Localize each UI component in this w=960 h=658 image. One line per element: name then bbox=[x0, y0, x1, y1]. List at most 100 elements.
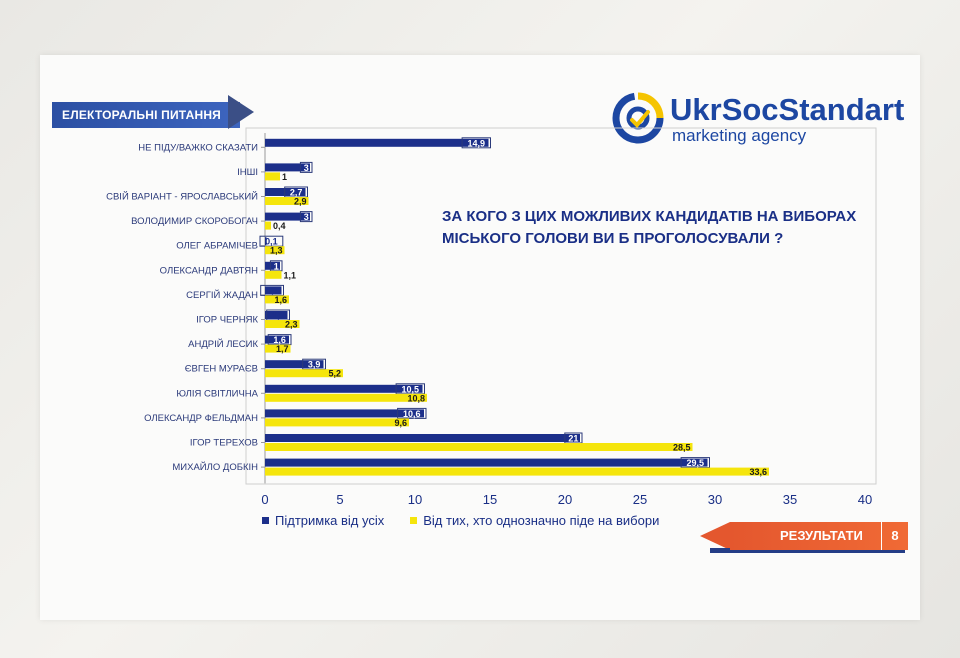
data-label-series-2: 9,6 bbox=[394, 418, 407, 428]
company-logo: UkrSocStandart marketing agency bbox=[610, 90, 910, 150]
chart-question: ЗА КОГО З ЦИХ МОЖЛИВИХ КАНДИДАТІВ НА ВИБ… bbox=[442, 206, 882, 250]
bar-series-2 bbox=[265, 344, 291, 353]
page-number: 8 bbox=[881, 522, 908, 550]
bar-series-1 bbox=[265, 409, 424, 418]
data-label-series-2: 28,5 bbox=[673, 443, 691, 453]
data-label-series-2: 2,3 bbox=[285, 320, 298, 330]
data-label-series-2: 0,4 bbox=[273, 221, 286, 231]
x-tick-label: 5 bbox=[336, 492, 343, 507]
chart-legend: Підтримка від усіх Від тих, хто однознач… bbox=[262, 513, 659, 528]
data-label-box-series-1 bbox=[397, 407, 427, 419]
question-line-2: МІСЬКОГО ГОЛОВИ ВИ Б ПРОГОЛОСУВАЛИ ? bbox=[442, 230, 784, 247]
category-label: АНДРІЙ ЛЕСИК bbox=[188, 338, 258, 350]
bar-series-2 bbox=[265, 393, 427, 402]
bar-series-2 bbox=[265, 221, 271, 230]
data-label-series-1: 1 bbox=[274, 261, 279, 271]
logo-mark-icon bbox=[612, 92, 664, 144]
legend-label-series-2: Від тих, хто однозначно піде на вибори bbox=[423, 513, 660, 528]
bar-series-2 bbox=[265, 443, 693, 451]
logo-subtitle: marketing agency bbox=[672, 126, 807, 145]
legend-item-series-1: Підтримка від усіх bbox=[262, 513, 384, 528]
category-label: ОЛЕКСАНДР ДАВТЯН bbox=[160, 265, 258, 276]
bar-series-1 bbox=[265, 384, 423, 393]
data-label-series-1: 10,6 bbox=[403, 409, 421, 419]
bar-series-2 bbox=[265, 369, 343, 378]
plot-frame bbox=[245, 127, 877, 485]
bar-series-1 bbox=[265, 237, 267, 246]
bar-series-1 bbox=[265, 138, 489, 147]
x-tick-label: 25 bbox=[633, 492, 647, 507]
data-label-series-2: 33,6 bbox=[749, 467, 767, 477]
data-label-series-1: 3,9 bbox=[308, 360, 321, 370]
section-tag-arrow bbox=[228, 95, 254, 129]
data-label-series-1: 1,1 bbox=[266, 286, 279, 296]
category-label: ІГОР ЧЕРНЯК bbox=[196, 315, 258, 326]
data-label-series-1: 1,5 bbox=[272, 311, 285, 321]
category-label: МИХАЙЛО ДОБКІН bbox=[172, 461, 258, 473]
category-label: ІГОР ТЕРЕХОВ bbox=[190, 438, 258, 449]
bar-series-2 bbox=[265, 246, 285, 255]
data-label-series-2: 1,1 bbox=[284, 270, 297, 280]
category-label: ЄВГЕН МУРАЄВ bbox=[185, 364, 258, 375]
data-label-series-1: 14,9 bbox=[468, 138, 486, 148]
data-label-series-1: 3 bbox=[304, 212, 309, 222]
bar-series-1 bbox=[265, 360, 324, 369]
results-label: РЕЗУЛЬТАТИ bbox=[780, 528, 863, 543]
x-tick-label: 15 bbox=[483, 492, 497, 507]
bar-series-1 bbox=[265, 212, 310, 221]
category-label: НЕ ПІДУ/ВАЖКО СКАЗАТИ bbox=[138, 142, 258, 153]
legend-swatch-series-1 bbox=[262, 517, 269, 524]
bar-series-1 bbox=[265, 261, 280, 270]
bar-series-1 bbox=[265, 311, 288, 319]
x-tick-label: 0 bbox=[261, 492, 268, 507]
results-banner: РЕЗУЛЬТАТИ 8 bbox=[730, 522, 908, 550]
category-label: ВОЛОДИМИР СКОРОБОГАЧ bbox=[131, 216, 258, 227]
x-tick-label: 20 bbox=[558, 492, 572, 507]
legend-label-series-1: Підтримка від усіх bbox=[275, 513, 385, 528]
bar-series-2 bbox=[265, 295, 289, 304]
legend-item-series-2: Від тих, хто однозначно піде на вибори bbox=[410, 513, 659, 528]
bar-series-1 bbox=[265, 434, 580, 442]
section-tag: ЕЛЕКТОРАЛЬНІ ПИТАННЯ bbox=[52, 102, 240, 128]
data-label-series-1: 2,7 bbox=[290, 188, 303, 198]
bar-series-2 bbox=[265, 418, 409, 427]
data-label-series-1: 10,5 bbox=[402, 384, 420, 394]
data-label-box-series-1 bbox=[299, 211, 313, 223]
data-label-series-1: 1,6 bbox=[273, 335, 286, 345]
x-tick-label: 40 bbox=[858, 492, 872, 507]
logo-name: UkrSocStandart bbox=[670, 92, 905, 127]
data-label-series-2: 10,8 bbox=[407, 393, 425, 403]
data-label-series-2: 5,2 bbox=[328, 369, 341, 379]
bar-series-2 bbox=[265, 172, 280, 181]
data-label-box-series-1 bbox=[461, 137, 492, 149]
category-label: СЕРГІЙ ЖАДАН bbox=[186, 289, 258, 301]
category-label: СВІЙ ВАРІАНТ - ЯРОСЛАВСЬКИЙ bbox=[106, 191, 258, 203]
results-arrow bbox=[700, 522, 730, 550]
x-tick-label: 10 bbox=[408, 492, 422, 507]
category-label: ІНШІ bbox=[237, 167, 258, 178]
x-tick-label: 35 bbox=[783, 492, 797, 507]
bar-series-2 bbox=[265, 197, 309, 205]
bar-series-1 bbox=[265, 286, 282, 295]
data-label-series-1: 0,1 bbox=[265, 237, 278, 247]
bar-series-1 bbox=[265, 335, 289, 344]
x-tick-label: 30 bbox=[708, 492, 722, 507]
data-label-series-1: 3 bbox=[304, 163, 309, 173]
category-label: ОЛЕГ АБРАМІЧЕВ bbox=[176, 241, 258, 252]
category-label: ЮЛІЯ СВІТЛИЧНА bbox=[176, 388, 258, 399]
data-label-series-2: 1 bbox=[282, 172, 287, 182]
bar-series-1 bbox=[265, 188, 306, 196]
data-label-series-2: 1,3 bbox=[270, 246, 283, 256]
data-label-series-1: 21 bbox=[568, 434, 578, 444]
results-underline bbox=[710, 548, 905, 553]
data-label-series-2: 2,9 bbox=[294, 197, 307, 207]
bar-series-1 bbox=[265, 163, 310, 172]
question-line-1: ЗА КОГО З ЦИХ МОЖЛИВИХ КАНДИДАТІВ НА ВИБ… bbox=[442, 208, 857, 225]
category-label: ОЛЕКСАНДР ФЕЛЬДМАН bbox=[144, 413, 258, 424]
bar-series-2 bbox=[265, 320, 300, 328]
data-label-series-2: 1,6 bbox=[274, 295, 287, 305]
bar-series-2 bbox=[265, 467, 769, 476]
data-label-series-2: 1,7 bbox=[276, 344, 289, 354]
data-label-box-series-1 bbox=[299, 161, 313, 173]
